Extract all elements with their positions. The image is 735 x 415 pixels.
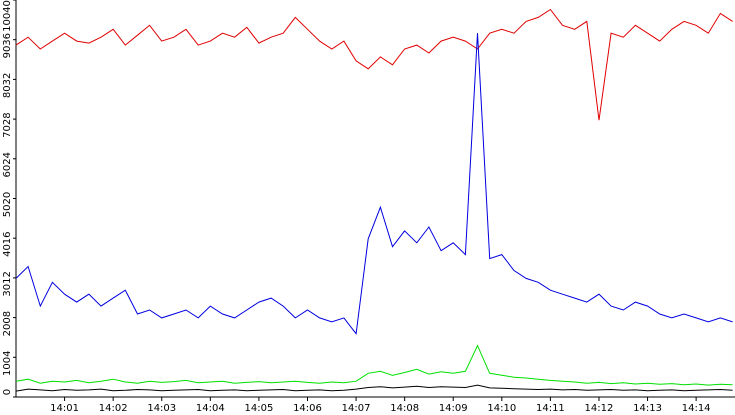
y-tick-label: 8032 xyxy=(2,73,13,98)
y-tick-label: 0 xyxy=(2,389,13,395)
y-tick-label: 7028 xyxy=(2,112,13,137)
y-tick-label: 6024 xyxy=(2,152,13,177)
x-tick-label: 14:10 xyxy=(487,403,516,414)
y-tick-label: 1004 xyxy=(2,351,13,376)
x-tick-label: 14:04 xyxy=(196,403,225,414)
x-tick-label: 14:07 xyxy=(342,403,371,414)
x-tick-label: 14:05 xyxy=(244,403,273,414)
x-tick-label: 14:12 xyxy=(585,403,614,414)
x-tick-label: 14:06 xyxy=(293,403,322,414)
x-tick-label: 14:11 xyxy=(536,403,565,414)
x-tick-label: 14:08 xyxy=(390,403,419,414)
y-tick-label: 10040 xyxy=(2,0,13,32)
x-tick-label: 14:01 xyxy=(50,403,79,414)
y-tick-label: 2008 xyxy=(2,311,13,336)
x-tick-label: 14:09 xyxy=(439,403,468,414)
series-line xyxy=(15,384,733,392)
series-line xyxy=(15,8,733,121)
series-line xyxy=(15,33,733,335)
y-tick-label: 5020 xyxy=(2,192,13,217)
series-line xyxy=(15,344,733,386)
y-tick-label: 9036 xyxy=(2,33,13,58)
y-tick-label: 4016 xyxy=(2,231,13,256)
y-tick-label: 3012 xyxy=(2,271,13,296)
x-tick-label: 14:02 xyxy=(99,403,128,414)
x-tick-label: 14:14 xyxy=(682,403,711,414)
x-tick-label: 14:03 xyxy=(147,403,176,414)
x-tick-label: 14:13 xyxy=(633,403,662,414)
